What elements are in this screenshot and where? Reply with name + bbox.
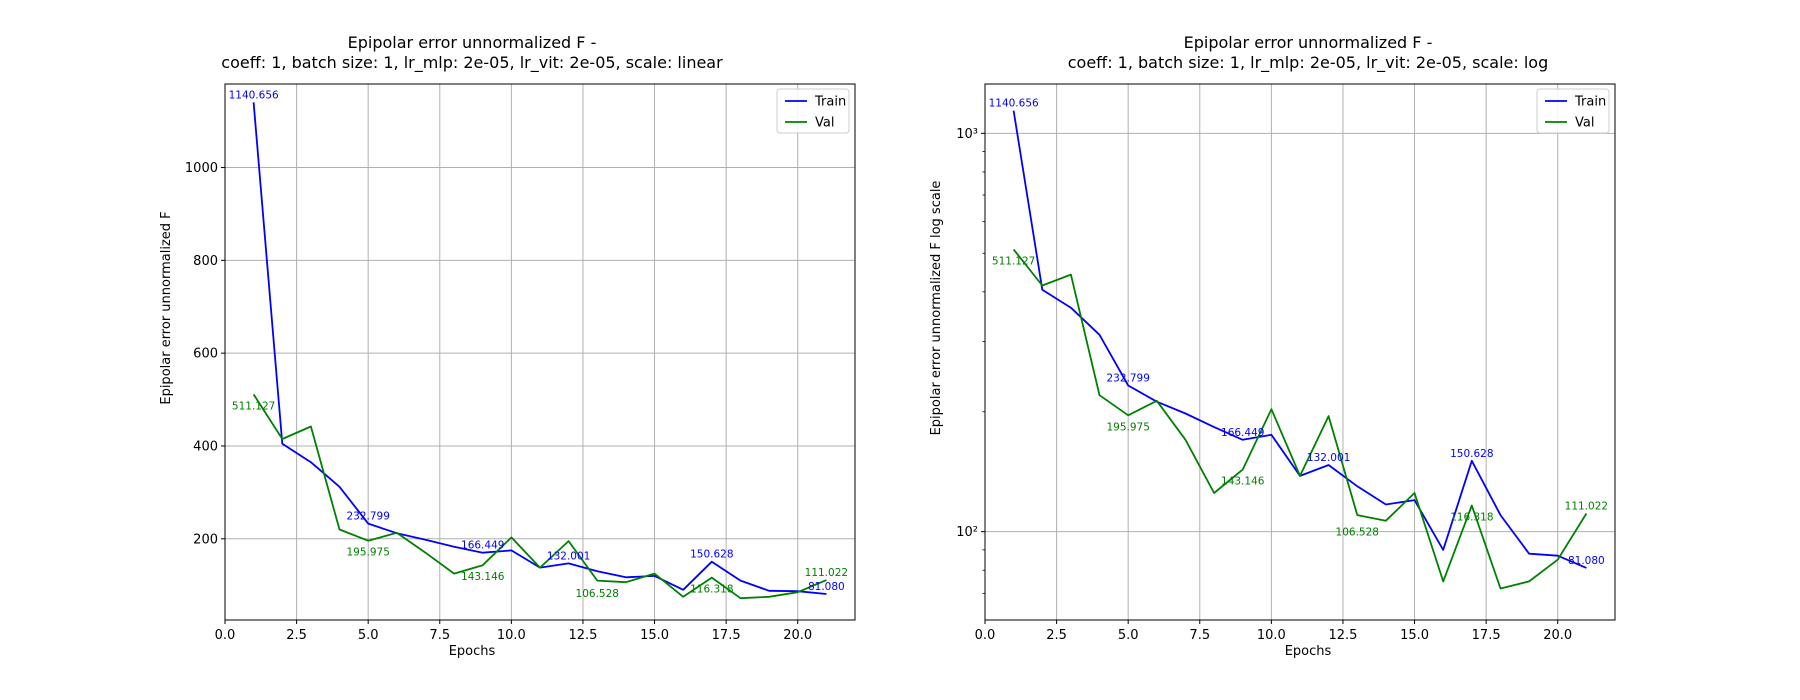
x-tick-label: 10.0 xyxy=(1257,628,1286,643)
y-tick-label: 200 xyxy=(193,532,218,547)
legend-label-train: Train xyxy=(814,95,846,110)
chart-log: Epipolar error unnormalized F - coeff: 1… xyxy=(929,33,1616,659)
data-label: 81.080 xyxy=(1568,555,1605,567)
x-axis-label: Epochs xyxy=(449,644,496,659)
y-tick-label: 800 xyxy=(193,254,218,269)
y-tick-label: 10³ xyxy=(956,127,978,142)
x-tick-label: 7.5 xyxy=(1189,628,1210,643)
x-tick-label: 5.0 xyxy=(1118,628,1139,643)
data-label: 511.127 xyxy=(232,400,275,412)
data-label: 132.001 xyxy=(1307,452,1350,464)
y-tick-label: 1000 xyxy=(185,161,218,176)
x-tick-label: 10.0 xyxy=(497,628,526,643)
data-label: 232.799 xyxy=(346,511,389,523)
data-label: 166.449 xyxy=(1221,427,1264,439)
data-label: 195.975 xyxy=(1106,421,1149,433)
chart-title-line1: Epipolar error unnormalized F - xyxy=(1184,33,1433,52)
data-label: 150.628 xyxy=(690,549,733,561)
data-label: 143.146 xyxy=(1221,476,1265,488)
axes-frame xyxy=(224,83,856,621)
data-label: 81.080 xyxy=(808,581,845,593)
data-label: 511.127 xyxy=(992,255,1035,267)
data-label: 166.449 xyxy=(461,540,504,552)
y-tick-label: 400 xyxy=(193,439,218,454)
data-label: 106.528 xyxy=(576,588,619,600)
data-label: 116.318 xyxy=(1450,511,1493,523)
data-label: 106.528 xyxy=(1336,527,1379,539)
x-tick-label: 0.0 xyxy=(215,628,236,643)
data-label: 232.799 xyxy=(1106,372,1149,384)
axes-frame xyxy=(984,83,1616,621)
data-label: 1140.656 xyxy=(229,89,279,101)
x-tick-label: 2.5 xyxy=(286,628,307,643)
series-line-val xyxy=(1012,248,1588,590)
legend: Train Val xyxy=(1536,88,1610,134)
data-label: 116.318 xyxy=(690,584,733,596)
x-tick-label: 15.0 xyxy=(640,628,669,643)
x-tick-label: 2.5 xyxy=(1046,628,1067,643)
chart-title-line1: Epipolar error unnormalized F - xyxy=(348,33,597,52)
x-tick-label: 20.0 xyxy=(783,628,812,643)
x-tick-label: 15.0 xyxy=(1400,628,1429,643)
legend-label-train: Train xyxy=(1574,95,1606,110)
data-label: 111.022 xyxy=(805,567,848,579)
y-axis-label: Epipolar error unnormalized F log scale xyxy=(929,181,944,436)
y-tick-label: 600 xyxy=(193,347,218,362)
x-tick-label: 17.5 xyxy=(1472,628,1501,643)
data-label: 1140.656 xyxy=(989,98,1039,110)
x-tick-label: 12.5 xyxy=(568,628,597,643)
x-tick-label: 20.0 xyxy=(1543,628,1572,643)
x-tick-label: 7.5 xyxy=(429,628,450,643)
y-axis-label: Epipolar error unnormalized F xyxy=(159,211,174,404)
plot-area-log: 0.0 2.5 5.0 7.5 10.0 12.5 15.0 17.5 20.0 10² 10³ 11… xyxy=(956,83,1616,643)
chart-title-line2: coeff: 1, batch size: 1, lr_mlp: 2e-05, … xyxy=(1068,53,1549,73)
x-tick-label: 0.0 xyxy=(975,628,996,643)
legend-label-val: Val xyxy=(1575,116,1594,131)
x-tick-label: 5.0 xyxy=(358,628,379,643)
x-tick-label: 12.5 xyxy=(1328,628,1357,643)
plot-area-linear: 0.0 2.5 5.0 7.5 10.0 12.5 15.0 17.5 20.0 200 400 60… xyxy=(185,83,856,643)
data-label: 143.146 xyxy=(461,571,505,583)
x-tick-label: 17.5 xyxy=(712,628,741,643)
data-label: 195.975 xyxy=(346,547,389,559)
legend: Train Val xyxy=(776,88,850,134)
data-label: 150.628 xyxy=(1450,448,1493,460)
chart-linear: Epipolar error unnormalized F - coeff: 1… xyxy=(159,33,856,659)
y-tick-label: 10² xyxy=(956,525,978,540)
data-label: 132.001 xyxy=(547,550,590,562)
legend-label-val: Val xyxy=(815,116,834,131)
x-axis-label: Epochs xyxy=(1285,644,1332,659)
series-line-val xyxy=(252,393,827,600)
chart-title-line2: coeff: 1, batch size: 1, lr_mlp: 2e-05, … xyxy=(221,53,723,73)
data-label: 111.022 xyxy=(1565,501,1608,513)
